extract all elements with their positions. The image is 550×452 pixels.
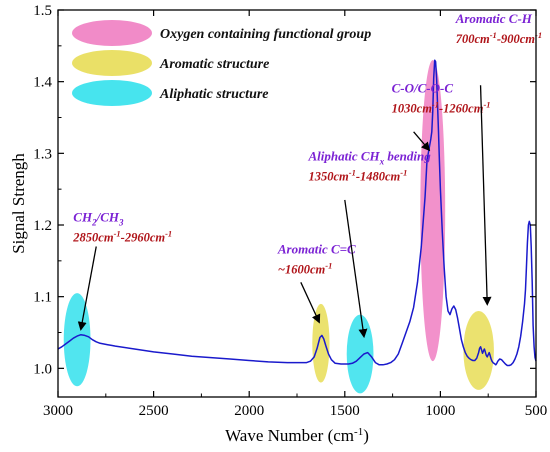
legend-swatch-1 [72, 20, 152, 46]
annotation-range-1: 2850cm-1-2960cm-1 [72, 228, 172, 244]
x-tick-label-500: 500 [525, 403, 548, 419]
annotation-title-1: CH2/CH3 [73, 209, 124, 227]
annotation-range-4: 1030cm-1-1260cm-1 [392, 99, 491, 115]
legend-swatch-2 [72, 50, 152, 76]
annotation-title-4: C-O/C-O-C [392, 80, 454, 95]
legend-label-3: Aliphatic structure [159, 87, 269, 102]
annotation-range-2: ~1600cm-1 [278, 261, 333, 277]
legend: Oxygen containing functional group Aromat… [72, 20, 371, 106]
annotation-arrow-3 [344, 199, 368, 339]
y-tick-label-1.5: 1.5 [33, 3, 52, 19]
legend-label-1: Oxygen containing functional group [160, 27, 371, 42]
annotation-range-5: 700cm-1-900cm-1 [456, 30, 542, 46]
annotation-title-5: Aromatic C-H [455, 11, 533, 26]
y-tick-label-1.2: 1.2 [33, 218, 52, 234]
highlight-ellipse-1 [63, 293, 91, 387]
annotation-range-3: 1350cm-1-1480cm-1 [308, 168, 407, 184]
x-tick-label-1000: 1000 [425, 403, 455, 419]
y-axis: 1.0 1.1 1.2 1.3 1.4 1.5 [33, 3, 536, 377]
annotation-arrow-1 [77, 246, 97, 331]
y-tick-label-1.1: 1.1 [33, 290, 52, 306]
x-tick-label-1500: 1500 [330, 403, 360, 419]
y-axis-title: Signal Strengh [9, 153, 28, 254]
annotation-title-3: Aliphatic CHx bending [307, 149, 431, 167]
annotation-arrow-2 [300, 282, 321, 324]
highlight-ellipse-2 [312, 303, 330, 383]
legend-label-2: Aromatic structure [159, 57, 269, 72]
x-tick-label-2000: 2000 [234, 403, 264, 419]
y-tick-label-1.4: 1.4 [33, 75, 52, 91]
x-tick-label-3000: 3000 [43, 403, 73, 419]
legend-swatch-3 [72, 80, 152, 106]
spectrum-line-layer [57, 59, 537, 367]
annotation-arrow-5 [479, 85, 492, 306]
x-tick-label-2500: 2500 [139, 403, 169, 419]
y-tick-label-1.3: 1.3 [33, 146, 52, 162]
annotation-title-2: Aromatic C=C [277, 242, 356, 257]
annotation-arrow-4 [413, 131, 431, 152]
x-axis: 3000 2500 2000 1500 1000 500 [43, 10, 547, 419]
y-tick-label-1.0: 1.0 [33, 361, 52, 377]
spectrum-line [57, 59, 537, 367]
x-axis-title: Wave Number (cm-1) [225, 426, 369, 445]
